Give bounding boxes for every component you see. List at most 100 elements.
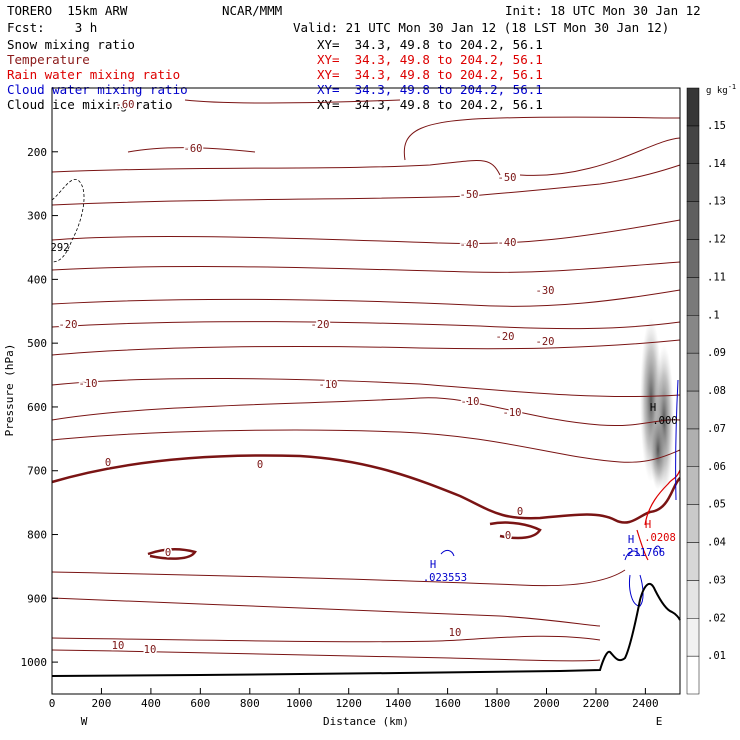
cloud-water-contours [440,379,679,607]
x-axis-label: Distance (km) [323,715,409,728]
colorbar-swatch [686,618,700,657]
maximum-value-label: .0208 [644,532,676,544]
cloud-ice-contours [51,178,85,263]
y-tick-label: 500 [27,337,47,350]
y-tick-label: 200 [27,146,47,159]
x-east-label: E [656,715,663,728]
maximum-value-label: .000 [652,415,677,427]
y-tick-label: 700 [27,465,47,478]
maximum-value-label: .211766 [621,547,665,559]
maximum-marker: H [628,534,634,546]
colorbar-tick-label: .01 [707,650,726,662]
legend-cloud-water: Cloud water mixing ratio [7,82,188,97]
temperature-contour-label: 0 [505,530,511,542]
temperature-contour-label: -40 [460,239,479,251]
y-axis-label: Pressure (hPa) [3,344,16,437]
colorbar-swatch [686,428,700,467]
rain-contours [636,469,681,561]
maximum-value-label: 292 [51,242,70,254]
maximum-marker: H [645,519,651,531]
colorbar-tick-label: .12 [707,234,726,246]
xy-snow: XY= 34.3, 49.8 to 204.2, 56.1 [317,37,543,52]
temperature-contour-label: -60 [116,99,135,111]
colorbar-swatch [686,315,700,354]
x-tick-label: 1000 [286,697,313,710]
colorbar-tick-label: .05 [707,499,726,511]
colorbar-swatch [686,580,700,619]
x-tick-label: 800 [240,697,260,710]
x-tick-label: 2200 [583,697,610,710]
temperature-contour-label: 10 [144,644,157,656]
x-tick-label: 1800 [484,697,511,710]
colorbar-tick-label: .11 [707,271,726,283]
temperature-contour-label: 0 [517,506,523,518]
temperature-contour-label: -50 [460,189,479,201]
colorbar-tick-label: .13 [707,196,726,208]
colorbar: .01 .02 .03 .04 .05 .06 .07 .08 .09 .1 .11 .12 .13 .1… [686,87,726,695]
colorbar-swatch [686,277,700,316]
temperature-contours [51,99,681,662]
xy-temperature: XY= 34.3, 49.8 to 204.2, 56.1 [317,52,543,67]
temperature-contour-label: -20 [536,336,555,348]
temperature-contour-label: 0 [257,459,263,471]
maximum-marker: H [650,402,656,414]
colorbar-swatch [686,163,700,202]
y-tick-label: 300 [27,210,47,223]
maximum-value-label: .023553 [423,572,467,584]
colorbar-tick-label: .07 [707,423,726,435]
temperature-contour-label: -20 [496,331,515,343]
y-tick-label: 1000 [21,656,48,669]
temperature-contour-label: 10 [449,627,462,639]
x-tick-label: 200 [92,697,112,710]
plot-frame [51,87,681,695]
temperature-contour-label: -10 [461,396,480,408]
colorbar-tick-label: .03 [707,574,726,586]
colorbar-swatch [686,239,700,278]
x-tick-label: 0 [49,697,56,710]
y-axis: 200 300 400 500 600 700 800 900 1000 [21,146,58,669]
snow-shading [640,318,674,495]
colorbar-tick-label: .1 [707,309,720,321]
colorbar-tick-label: .08 [707,385,726,397]
y-tick-label: 400 [27,273,47,286]
colorbar-swatch [686,466,700,505]
colorbar-swatch [686,542,700,581]
temperature-contour-label: -10 [319,379,338,391]
y-tick-label: 600 [27,401,47,414]
colorbar-unit: g kg-1 [706,83,736,96]
y-tick-label: 900 [27,592,47,605]
maximum-marker: H [430,559,436,571]
xy-rain: XY= 34.3, 49.8 to 204.2, 56.1 [317,67,543,82]
temperature-contour-label: -40 [498,237,517,249]
forecast-hour: Fcst: 3 h [7,20,98,35]
x-west-label: W [81,715,88,728]
x-axis: 0 200 400 600 800 1000 1200 1400 1600 1800 2000 220… [49,688,659,710]
x-tick-label: 2400 [632,697,659,710]
temperature-contour-label: -50 [498,172,517,184]
colorbar-swatch [686,87,700,127]
contour-labels: -60 -60 -50 -50 -40 -40 -30 -20 -20 -20 -20 -10 -10 -… [57,98,556,658]
terrain-line [51,582,681,677]
x-tick-label: 1200 [335,697,362,710]
temperature-contour-label: 10 [112,640,125,652]
temperature-contour-label: -10 [503,407,522,419]
colorbar-swatch [686,201,700,240]
colorbar-swatch [686,504,700,543]
temperature-contour-label: -20 [311,319,330,331]
x-tick-label: 600 [190,697,210,710]
colorbar-tick-label: .09 [707,347,726,359]
legend-temperature: Temperature [7,52,90,67]
model-title: TORERO 15km ARW [7,3,128,18]
colorbar-swatch [686,352,700,392]
y-tick-label: 800 [27,529,47,542]
init-time: Init: 18 UTC Mon 30 Jan 12 [505,3,701,18]
temperature-contour-label: 0 [105,457,111,469]
colorbar-tick-label: .15 [707,120,726,132]
colorbar-swatch [686,125,700,164]
temperature-contour-label: -60 [184,143,203,155]
legend-rain: Rain water mixing ratio [7,67,181,82]
colorbar-swatch [686,390,700,430]
x-tick-label: 400 [141,697,161,710]
